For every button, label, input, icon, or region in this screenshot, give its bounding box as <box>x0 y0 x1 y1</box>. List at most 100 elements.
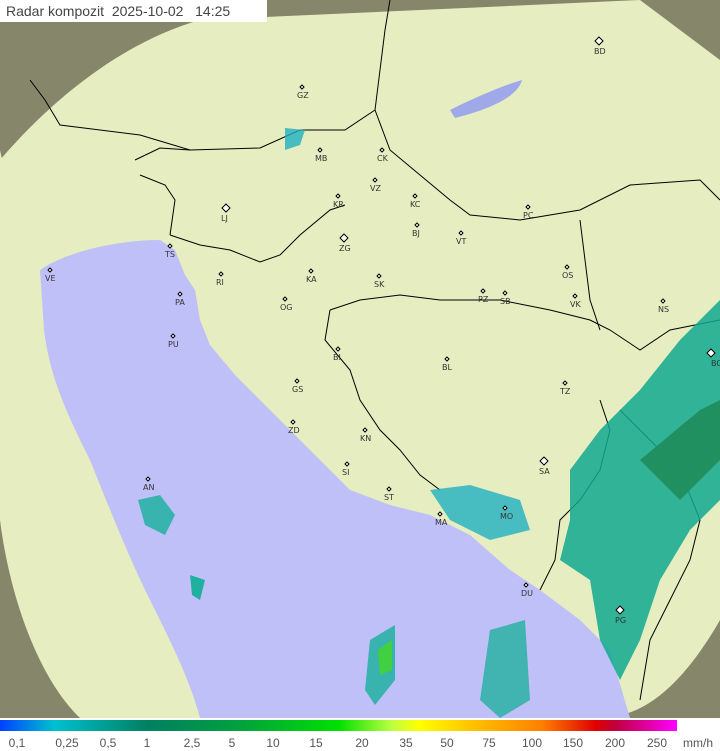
city-label: SI <box>342 468 349 477</box>
city-kc: KC <box>410 193 421 209</box>
city-ri: RI <box>216 271 224 287</box>
city-si: SI <box>342 461 350 477</box>
city-marker-icon <box>480 288 486 294</box>
precipitation-echoes <box>138 128 720 718</box>
city-ts: TS <box>164 243 175 259</box>
city-marker-icon <box>502 505 508 511</box>
city-du: DU <box>521 582 533 598</box>
legend-tick: 50 <box>440 736 454 750</box>
city-ka: KA <box>306 268 317 284</box>
legend-tick: 200 <box>604 736 626 750</box>
city-an: AN <box>143 476 154 492</box>
city-label: BD <box>594 47 606 56</box>
city-marker-icon <box>564 264 570 270</box>
city-kr: KR <box>333 193 344 209</box>
legend-tick: 0,5 <box>99 736 117 750</box>
city-marker-icon <box>525 204 531 210</box>
city-marker-icon <box>502 290 508 296</box>
city-bl: BL <box>442 356 452 372</box>
city-label: PA <box>175 298 185 307</box>
city-label: NS <box>658 305 669 314</box>
city-vt: VT <box>456 230 466 246</box>
city-marker-icon <box>218 271 224 277</box>
city-marker-icon <box>539 456 549 466</box>
city-marker-icon <box>437 511 443 517</box>
radar-map[interactable]: GZ BD MB CK VZ KR KC LJ PC ZG BJ VT TS VE RI KA SK OS PA OG… <box>0 0 720 718</box>
city-ns: NS <box>658 298 669 314</box>
city-marker-icon <box>294 378 300 384</box>
city-marker-icon <box>47 267 53 273</box>
lake-balaton <box>450 80 522 118</box>
city-sa: SA <box>539 456 550 476</box>
legend-tick: 20 <box>355 736 369 750</box>
city-pg: PG <box>615 605 626 625</box>
city-label: RI <box>216 278 224 287</box>
legend-tick: 35 <box>399 736 413 750</box>
city-vk: VK <box>570 293 581 309</box>
city-marker-icon <box>615 605 625 615</box>
city-label: ZG <box>339 244 351 253</box>
city-marker-icon <box>458 230 464 236</box>
city-sk: SK <box>374 273 385 289</box>
city-marker-icon <box>317 147 323 153</box>
city-st: ST <box>384 486 394 502</box>
city-label: LJ <box>221 214 228 223</box>
city-label: KN <box>360 434 371 443</box>
city-mo: MO <box>500 505 513 521</box>
city-label: MB <box>315 154 327 163</box>
city-label: DU <box>521 589 533 598</box>
city-label: PZ <box>478 295 489 304</box>
city-label: MA <box>435 518 448 527</box>
city-markers: GZ BD MB CK VZ KR KC LJ PC ZG BJ VT TS VE RI KA SK OS PA OG… <box>45 36 720 625</box>
city-label: TS <box>164 250 175 259</box>
legend-tick: 100 <box>521 736 543 750</box>
city-marker-icon <box>339 233 349 243</box>
city-marker-icon <box>414 222 420 228</box>
city-marker-icon <box>299 84 305 90</box>
city-label: VE <box>45 274 56 283</box>
city-gz: GZ <box>297 84 309 100</box>
city-marker-icon <box>167 243 173 249</box>
city-marker-icon <box>376 273 382 279</box>
city-marker-icon <box>444 356 450 362</box>
legend-tick: 2,5 <box>183 736 201 750</box>
city-label: AN <box>143 483 154 492</box>
city-zg: ZG <box>339 233 351 253</box>
city-label: VT <box>456 237 466 246</box>
city-label: SK <box>374 280 385 289</box>
city-label: KC <box>410 200 421 209</box>
city-bi: BI <box>333 346 341 362</box>
city-label: PU <box>168 340 179 349</box>
city-label: OG <box>280 303 293 312</box>
city-kn: KN <box>360 427 371 443</box>
city-label: PC <box>523 211 534 220</box>
city-marker-icon <box>372 177 378 183</box>
city-label: ZD <box>288 426 300 435</box>
city-pc: PC <box>523 204 534 220</box>
city-os: OS <box>562 264 573 280</box>
legend-tick: 1 <box>143 736 151 750</box>
city-marker-icon <box>412 193 418 199</box>
city-label: KR <box>333 200 344 209</box>
city-marker-icon <box>362 427 368 433</box>
city-gs: GS <box>292 378 303 394</box>
city-marker-icon <box>572 293 578 299</box>
city-marker-icon <box>335 193 341 199</box>
city-lj: LJ <box>221 203 231 223</box>
legend-tick: 5 <box>228 736 236 750</box>
city-label: TZ <box>559 387 571 396</box>
legend-tick: 250 <box>646 736 668 750</box>
city-pu: PU <box>168 333 179 349</box>
city-marker-icon <box>335 346 341 352</box>
city-og: OG <box>280 296 293 312</box>
city-bd: BD <box>594 36 606 56</box>
city-label: KA <box>306 275 317 284</box>
title-label: Radar kompozit <box>6 3 105 19</box>
city-ve: VE <box>45 267 56 283</box>
city-marker-icon <box>170 333 176 339</box>
city-marker-icon <box>177 291 183 297</box>
legend-tick: 15 <box>309 736 323 750</box>
legend-tick: 0,1 <box>8 736 26 750</box>
city-mb: MB <box>315 147 327 163</box>
city-ma: MA <box>435 511 448 527</box>
